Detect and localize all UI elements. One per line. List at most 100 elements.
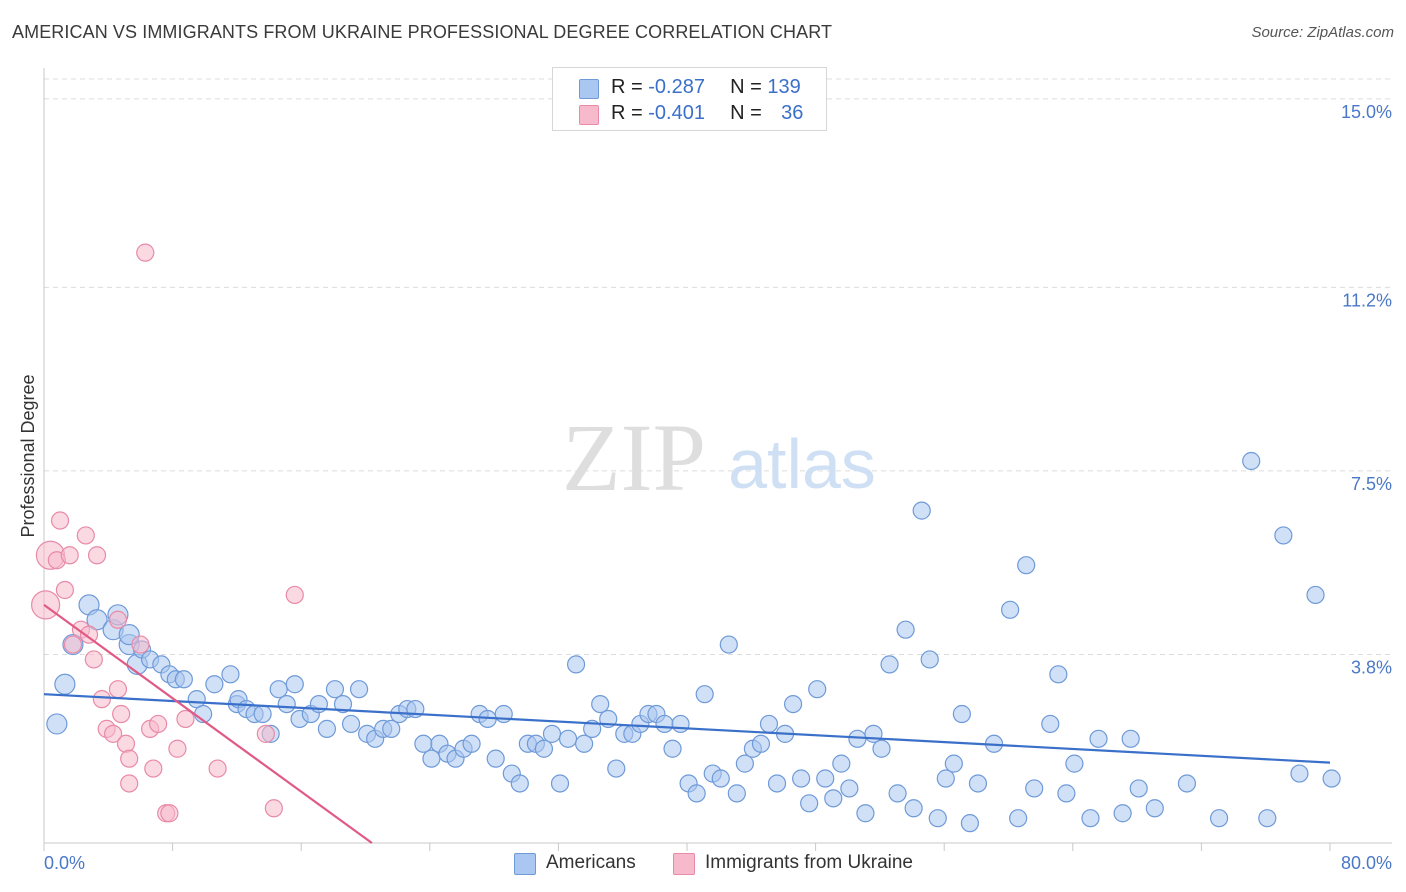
legend-n-value: 36 — [781, 102, 804, 124]
americans-point — [46, 713, 68, 735]
americans-point — [735, 754, 754, 773]
americans-point — [1121, 729, 1140, 748]
legend-r-label: R = — [611, 76, 643, 98]
americans-point — [1290, 764, 1309, 783]
americans-point — [349, 680, 369, 699]
americans-point — [663, 739, 682, 758]
ukraine-point — [160, 804, 179, 823]
legend-r-value: -0.287 — [648, 76, 705, 98]
americans-point — [719, 635, 738, 654]
americans-point — [414, 734, 433, 753]
americans-point — [671, 714, 690, 734]
americans-point — [888, 784, 907, 803]
y-tick-label: 15.0% — [1341, 102, 1392, 122]
americans-point — [1242, 451, 1261, 471]
bottom-legend-swatch-americans — [514, 853, 536, 875]
legend-swatch-ukraine — [579, 105, 599, 125]
americans-point — [1065, 754, 1084, 773]
ukraine-trend-line — [43, 603, 373, 844]
americans-point — [695, 685, 714, 704]
y-tick-label: 3.8% — [1351, 657, 1392, 677]
americans-point — [832, 754, 851, 773]
americans-point — [759, 714, 779, 734]
ukraine-point — [112, 704, 131, 724]
legend-r-value: -0.401 — [648, 102, 705, 124]
ukraine-point — [87, 546, 107, 565]
watermark-atlas: atlas — [728, 425, 876, 503]
americans-point — [542, 724, 562, 743]
ukraine-point — [208, 759, 227, 778]
americans-point — [968, 774, 988, 793]
americans-point — [558, 729, 578, 748]
x-tick-label: 80.0% — [1341, 853, 1392, 873]
americans-point — [808, 680, 827, 699]
axis-labels: Professional Degree 3.8% 7.5% 11.2% 15.0% 0.… — [18, 102, 1392, 873]
ukraine-point — [55, 580, 74, 600]
americans-point — [422, 749, 441, 768]
americans-point — [341, 714, 361, 734]
americans-point — [1113, 804, 1132, 823]
americans-point — [872, 739, 891, 758]
source-label: Source: ZipAtlas.com — [1251, 24, 1394, 41]
ukraine-point — [116, 734, 136, 753]
americans-point — [1258, 809, 1277, 828]
americans-point — [1177, 774, 1197, 793]
series-ukraine — [31, 243, 304, 823]
americans-point — [1089, 729, 1108, 748]
ukraine-point — [79, 625, 99, 644]
americans-point — [317, 719, 337, 738]
americans-point — [904, 799, 923, 818]
americans-point — [727, 784, 746, 803]
americans-point — [896, 620, 915, 639]
legend-swatch-americans — [579, 79, 599, 99]
legend-n-label: N = — [730, 102, 762, 124]
legend-n-label: N = — [730, 76, 762, 98]
americans-point — [462, 734, 481, 753]
bottom-legend-swatch-ukraine — [673, 853, 695, 875]
americans-point — [205, 675, 224, 694]
americans-point — [840, 779, 859, 798]
trend-lines — [43, 603, 1331, 844]
americans-point — [816, 769, 835, 788]
americans-point — [607, 759, 626, 778]
americans-point — [711, 769, 730, 788]
y-tick-label: 7.5% — [1351, 474, 1392, 494]
americans-point — [534, 739, 554, 758]
ukraine-point — [144, 759, 163, 778]
ukraine-point — [256, 724, 275, 743]
americans-point — [880, 655, 899, 674]
americans-point — [1041, 714, 1060, 734]
ukraine-point — [63, 635, 83, 654]
americans-point — [1081, 809, 1100, 828]
bottom-legend-label-ukraine: Immigrants from Ukraine — [705, 852, 913, 873]
americans-point — [174, 670, 193, 689]
americans-point — [960, 814, 980, 833]
ukraine-point — [76, 526, 95, 545]
americans-point — [1017, 556, 1036, 575]
americans-point — [912, 501, 931, 520]
ukraine-point — [131, 635, 150, 654]
americans-point — [936, 769, 955, 788]
grid-lines — [44, 78, 1392, 655]
americans-point — [382, 719, 401, 738]
ukraine-point — [92, 690, 111, 709]
americans-point — [767, 774, 787, 793]
axes — [43, 68, 1392, 851]
americans-point — [655, 714, 674, 734]
americans-trend-line — [43, 693, 1331, 764]
ukraine-point — [108, 610, 128, 629]
ukraine-point — [285, 585, 304, 605]
watermark: ZIP atlas — [562, 404, 876, 511]
americans-point — [952, 704, 971, 724]
americans-point — [277, 694, 296, 714]
americans-point — [591, 694, 610, 714]
americans-point — [269, 680, 288, 699]
americans-point — [486, 749, 505, 768]
ukraine-point — [264, 799, 283, 818]
americans-point — [1129, 779, 1148, 798]
bottom-legend-label-americans: Americans — [546, 852, 636, 873]
x-tick-label: 0.0% — [44, 853, 85, 873]
americans-point — [792, 769, 811, 788]
ukraine-point — [50, 511, 70, 530]
